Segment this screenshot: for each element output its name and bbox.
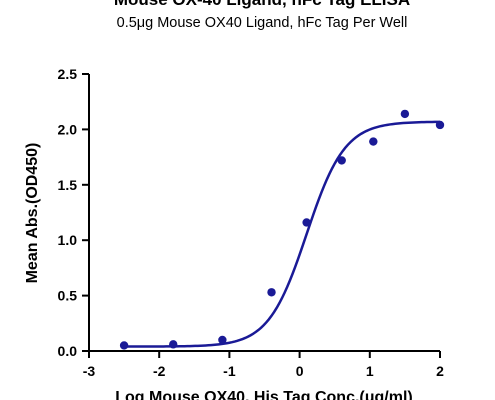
chart-subtitle: 0.5μg Mouse OX40 Ligand, hFc Tag Per Wel… bbox=[117, 15, 408, 31]
y-tick-label: 1.0 bbox=[58, 232, 78, 248]
x-tick-label: 0 bbox=[296, 363, 304, 379]
data-point bbox=[337, 156, 346, 165]
data-point bbox=[169, 340, 178, 349]
plot-area: 0.0 0.5 1.0 1.5 2.0 2.5 -3 -2 -1 0 1 2 bbox=[58, 66, 445, 379]
x-axis-title: Log Mouse OX40, His Tag Conc.(μg/ml) bbox=[115, 389, 413, 400]
x-tick-label: -2 bbox=[153, 363, 166, 379]
y-tick-label: 0.0 bbox=[58, 343, 78, 359]
data-point bbox=[400, 109, 410, 119]
data-point bbox=[302, 218, 311, 227]
x-tick-label: -3 bbox=[83, 363, 96, 379]
x-tick-label: 1 bbox=[366, 363, 374, 379]
y-tick-label: 0.5 bbox=[58, 288, 78, 304]
data-point bbox=[369, 137, 378, 146]
y-tick-label: 2.0 bbox=[58, 121, 78, 137]
chart-title: Mouse OX-40 Ligand, hFc Tag ELISA bbox=[114, 0, 410, 9]
y-axis-title: Mean Abs.(OD450) bbox=[24, 143, 41, 284]
x-tick-label: -1 bbox=[223, 363, 236, 379]
x-tick-label: 2 bbox=[436, 363, 444, 379]
y-tick-label: 2.5 bbox=[58, 66, 78, 82]
y-tick-label: 1.5 bbox=[58, 177, 78, 193]
fit-curve bbox=[124, 120, 441, 348]
data-point bbox=[435, 120, 445, 130]
data-point bbox=[267, 288, 276, 297]
data-point bbox=[119, 341, 129, 350]
data-point bbox=[218, 335, 227, 345]
